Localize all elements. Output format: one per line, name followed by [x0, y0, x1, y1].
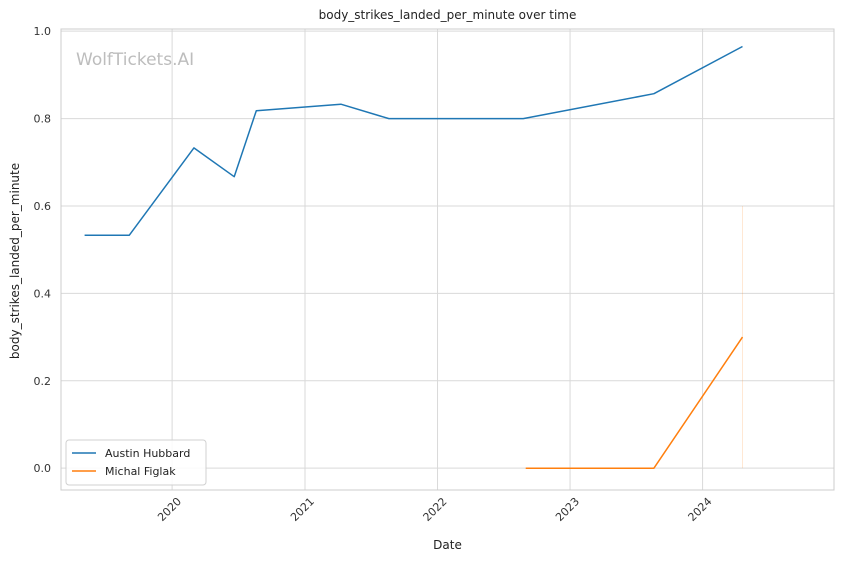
x-axis-label: Date	[433, 538, 462, 552]
legend: Austin Hubbard Michal Figlak	[65, 439, 207, 486]
legend-box	[65, 439, 207, 486]
plot-border	[60, 28, 835, 491]
plot-area	[61, 29, 834, 490]
x-tick-label: 2020	[155, 495, 184, 524]
y-tick-label: 1.0	[34, 25, 52, 38]
x-tick-label: 2021	[288, 495, 317, 524]
watermark: WolfTickets.AI	[76, 50, 194, 70]
legend-label: Austin Hubbard	[105, 447, 190, 460]
x-tick-label: 2023	[553, 495, 582, 524]
x-tick-label: 2022	[421, 495, 450, 524]
y-tick-label: 0.2	[34, 375, 52, 388]
series-line-0	[84, 45, 743, 236]
y-tick-label: 0.8	[34, 113, 52, 126]
series-layer	[84, 45, 744, 469]
y-tick-label: 0.6	[34, 200, 52, 213]
y-tick-label: 0.0	[34, 462, 52, 475]
legend-label: Michal Figlak	[105, 465, 176, 478]
series-line-1	[525, 336, 744, 469]
chart-title: body_strikes_landed_per_minute over time	[319, 8, 577, 22]
x-tick-label: 2024	[686, 495, 715, 524]
y-axis-label: body_strikes_landed_per_minute	[8, 163, 22, 359]
y-tick-label: 0.4	[34, 287, 52, 300]
